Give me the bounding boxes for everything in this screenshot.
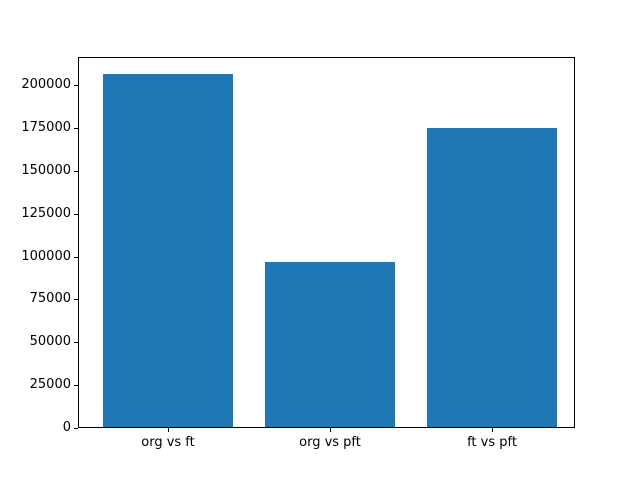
- bar-org-vs-ft: [103, 74, 233, 427]
- y-tick-mark: [74, 214, 78, 215]
- y-tick-label: 75000: [29, 291, 71, 306]
- y-tick-label: 50000: [29, 334, 71, 349]
- x-tick-mark: [330, 428, 331, 432]
- y-tick-mark: [74, 385, 78, 386]
- y-tick-label: 175000: [21, 120, 71, 135]
- y-tick-mark: [74, 171, 78, 172]
- bar-ft-vs-pft: [427, 128, 557, 427]
- y-tick-label: 200000: [21, 77, 71, 92]
- y-tick-mark: [74, 342, 78, 343]
- y-tick-mark: [74, 428, 78, 429]
- x-tick-mark: [492, 428, 493, 432]
- y-tick-label: 0: [62, 420, 71, 435]
- y-tick-mark: [74, 128, 78, 129]
- x-tick-label-org-vs-ft: org vs ft: [141, 435, 195, 450]
- y-tick-label: 150000: [21, 163, 71, 178]
- x-tick-label-org-vs-pft: org vs pft: [299, 435, 361, 450]
- y-tick-label: 100000: [21, 249, 71, 264]
- x-tick-mark: [168, 428, 169, 432]
- bars-layer: [78, 57, 575, 428]
- y-tick-label: 125000: [21, 206, 71, 221]
- y-tick-mark: [74, 299, 78, 300]
- bar-org-vs-pft: [265, 262, 395, 427]
- y-tick-label: 25000: [29, 377, 71, 392]
- y-tick-mark: [74, 85, 78, 86]
- x-tick-label-ft-vs-pft: ft vs pft: [467, 435, 517, 450]
- y-tick-mark: [74, 257, 78, 258]
